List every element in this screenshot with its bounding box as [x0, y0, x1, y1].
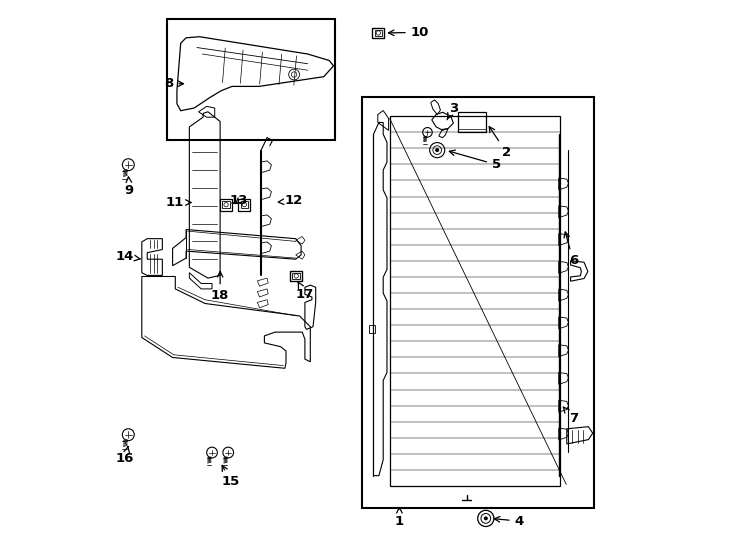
Bar: [369, 325, 374, 333]
Bar: [291, 271, 302, 281]
Text: 8: 8: [164, 77, 184, 90]
Bar: [167, 19, 335, 140]
Bar: [222, 201, 230, 208]
Bar: [292, 273, 300, 279]
Circle shape: [484, 517, 487, 520]
Text: 13: 13: [230, 194, 248, 207]
Text: 1: 1: [395, 508, 404, 528]
Text: 18: 18: [211, 272, 229, 302]
Bar: [220, 199, 232, 211]
Text: 5: 5: [449, 150, 501, 171]
Bar: [241, 201, 248, 208]
Text: 17: 17: [296, 282, 314, 301]
Text: 10: 10: [388, 26, 429, 39]
Circle shape: [435, 148, 439, 152]
Text: 14: 14: [116, 250, 140, 263]
Text: 2: 2: [489, 126, 511, 159]
Bar: [390, 116, 560, 486]
Text: 15: 15: [222, 465, 240, 488]
Text: 4: 4: [494, 515, 524, 528]
Bar: [458, 112, 486, 132]
Bar: [374, 30, 382, 36]
Bar: [372, 28, 385, 38]
Text: 9: 9: [125, 177, 134, 197]
Bar: [362, 97, 594, 508]
Text: 11: 11: [165, 196, 191, 209]
Bar: [239, 199, 250, 211]
Text: 16: 16: [116, 447, 134, 465]
Text: 6: 6: [564, 232, 578, 267]
Text: 12: 12: [278, 194, 303, 207]
Text: 3: 3: [447, 102, 458, 120]
Text: 7: 7: [564, 407, 578, 425]
